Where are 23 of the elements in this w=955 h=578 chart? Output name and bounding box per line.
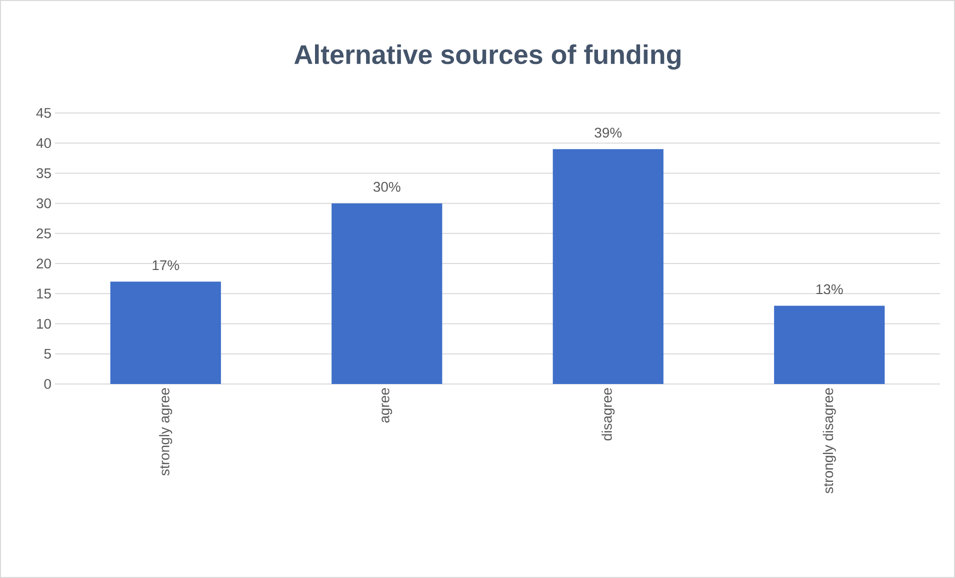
- bar: [552, 149, 664, 384]
- y-tick-label: 45: [36, 108, 51, 118]
- bar: [774, 306, 885, 384]
- y-tick-label: 10: [37, 318, 51, 329]
- y-tick-label: 40: [36, 138, 51, 148]
- y-tick-label: 15: [37, 288, 51, 299]
- y-tick-label: 30: [36, 198, 51, 208]
- data-label: 13%: [816, 284, 843, 294]
- x-tick-label: strongly disagree: [822, 388, 836, 494]
- x-tick-label: agree: [382, 388, 392, 423]
- data-label: 17%: [152, 260, 180, 270]
- y-tick-label: 25: [36, 228, 51, 238]
- chart-title: Alternative sources of funding: [294, 44, 680, 70]
- y-tick-label: 20: [36, 258, 51, 268]
- y-tick-label: 0: [44, 379, 51, 389]
- bar: [110, 282, 221, 384]
- y-tick-label: 5: [44, 349, 51, 359]
- bar: [332, 203, 442, 384]
- y-tick-label: 35: [36, 168, 51, 178]
- x-tick-label: strongly agree: [159, 388, 172, 476]
- x-tick-label: disagree: [602, 388, 615, 440]
- data-label: 30%: [373, 182, 400, 192]
- data-label: 39%: [594, 128, 622, 138]
